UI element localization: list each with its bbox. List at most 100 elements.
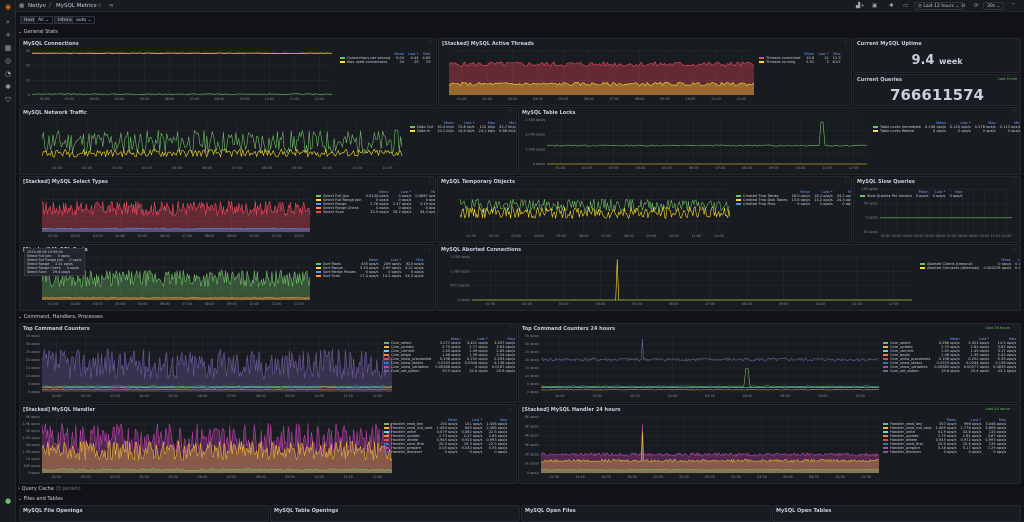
legend-row[interactable]: Handler_read_first 20.3 ops/s 19.3 ops/s 22… bbox=[382, 442, 509, 446]
legend-row[interactable]: Table Locks Immediate 0.146 ops/s 0.125 op… bbox=[871, 125, 1020, 129]
plot-area[interactable]: 01:00 02:00 03:00 04:00 05:00 06:00 07:00 08:00… bbox=[525, 118, 868, 172]
legend-column-header[interactable]: Mean bbox=[378, 190, 389, 194]
legend-row[interactable]: Handler_update 2.75 ops/s 2.81 ops/s 3.87 o… bbox=[881, 434, 1008, 438]
plot-area[interactable]: 01:00 02:00 03:00 04:00 05:00 06:00 07:00 08:00… bbox=[41, 256, 311, 308]
legend-row[interactable]: Handler_read_first 20.0 ops/s 20.4 ops/s 13… bbox=[881, 442, 1008, 446]
panel-active-threads[interactable]: [Stacked] MySQL Active Threads ⋮ 01:00 02:0… bbox=[438, 38, 852, 106]
legend-row[interactable]: Created Tmp Disk Tables 15.6 ops/s 13.2 op… bbox=[734, 198, 851, 202]
apps-grid-icon[interactable]: ▦ bbox=[19, 3, 25, 9]
panel-aborted-connections[interactable]: MySQL Aborted Connections ⋮ 01:00 02:00 03:0… bbox=[437, 244, 1021, 311]
legend-row[interactable]: Handler_write 0.079 ops/s 0.062 ops/s 22.5 … bbox=[382, 430, 509, 434]
legend-row[interactable]: Connections per second 0.04 4.44 4.65 bbox=[338, 56, 433, 60]
legend-column-header[interactable]: Max bbox=[998, 418, 1007, 422]
legend-row[interactable]: Sort Merge Passes 0 ops/s 0 ops/s 0 ops/s bbox=[314, 270, 426, 274]
panel-menu-icon[interactable]: ⋮ bbox=[1012, 325, 1017, 331]
panel-top-command-counters-24h[interactable]: Top Command Counters 24 hours ⋮ Last 24 ho… bbox=[518, 323, 1021, 403]
legend-row[interactable]: Aborted Clients (timeout)0 ops/s0 ops/s0… bbox=[918, 262, 1020, 266]
legend-row[interactable]: Handler_delete 0.945 ops/s 0.972 ops/s 0.99… bbox=[881, 438, 1008, 442]
legend-column-header[interactable]: Last * bbox=[477, 337, 488, 341]
panel-menu-icon[interactable]: ⋮ bbox=[508, 325, 513, 331]
shield-icon[interactable]: ⛉ bbox=[5, 96, 11, 104]
legend-column-header[interactable]: Max bbox=[416, 258, 424, 262]
legend-row[interactable]: Com_show_variables 0.00566 ops/s 0 ops/s 0.… bbox=[382, 365, 516, 369]
dashboard-title[interactable]: MySQL Metrics bbox=[56, 3, 97, 9]
plot-area[interactable]: 01:00 02:00 03:00 04:00 05:00 06:00 07:00 08:00… bbox=[450, 255, 912, 308]
panel-uptime[interactable]: Current MySQL Uptime 9.4 week bbox=[853, 38, 1021, 73]
panel-menu-icon[interactable]: ⋮ bbox=[427, 246, 432, 252]
legend-column-header[interactable]: Last * bbox=[960, 121, 971, 125]
legend-column-header[interactable]: Mean bbox=[946, 418, 957, 422]
time-range-picker[interactable]: ◷ Last 12 hours ⌄ bbox=[914, 2, 964, 10]
legend-row[interactable]: Aborted Connects (attempts) 0.000278 ops/… bbox=[918, 266, 1020, 270]
legend-row[interactable]: Handler_discover 0 ops/s 0 ops/s 0 ops/s bbox=[881, 450, 1008, 454]
graph-add-icon[interactable]: ▟+ bbox=[856, 3, 865, 9]
legend-row[interactable]: Com_begin 1.46 ops/s 1.39 ops/s 2.04 ops/s bbox=[382, 353, 516, 357]
legend-row[interactable]: Com_update 2.75 ops/s 2.81 ops/s 3.87 ops/s bbox=[881, 345, 1018, 349]
legend-row[interactable]: Select Range 2.76 ops/s 2.37 ops/s 3.19 ops… bbox=[314, 202, 435, 206]
row-files-tables[interactable]: ⌄ Files and Tables bbox=[18, 496, 63, 502]
legend-row[interactable]: Com_select 3.266 ops/s 3.323 ops/s 14.5 ops… bbox=[881, 341, 1018, 345]
app-logo-icon[interactable]: ◉ bbox=[4, 3, 12, 11]
legend-column-header[interactable]: Last * bbox=[400, 190, 412, 194]
row-query-cache[interactable]: › Query Cache (0 panels) bbox=[18, 486, 81, 492]
variable-host-select[interactable]: All ⌄ bbox=[34, 16, 53, 24]
bell-icon[interactable]: ◔ bbox=[4, 70, 12, 78]
legend-row[interactable]: Com_show_processlist 0.198 ops/s 0.252 ops… bbox=[382, 357, 516, 361]
panel-menu-icon[interactable]: ⋮ bbox=[843, 40, 848, 46]
legend-column-header[interactable]: Max bbox=[487, 121, 496, 125]
legend-column-header[interactable]: Max bbox=[423, 52, 431, 56]
legend-row[interactable]: Created Tmp Files 0 ops/s 0 ops/s 0 ops/s bbox=[734, 202, 851, 206]
legend-column-header[interactable]: Mean bbox=[444, 121, 454, 125]
legend-column-header[interactable]: Last * bbox=[408, 52, 419, 56]
legend-row[interactable]: Com_set_option 19.6 ops/s 20.4 ops/s 43.1 o… bbox=[881, 369, 1018, 373]
panel-select-types[interactable]: [Stacked] MySQL Select Types ⋮ 01:00 02:00 0… bbox=[19, 176, 436, 243]
panel-menu-icon[interactable]: ⋮ bbox=[843, 178, 848, 184]
legend-column-header[interactable]: Min bbox=[509, 121, 516, 125]
panel-menu-icon[interactable]: ⋮ bbox=[427, 178, 432, 184]
apps-icon[interactable]: ▦ bbox=[4, 44, 12, 52]
legend-column-header[interactable]: Mean bbox=[1001, 258, 1012, 262]
legend-row[interactable]: Max used connections 29 29 29 bbox=[338, 60, 433, 64]
legend-column-header[interactable]: Mean bbox=[918, 190, 929, 194]
plot-area[interactable]: 01:00 02:00 03:00 04:00 05:00 06:00 07:00 08:00… bbox=[41, 188, 311, 240]
row-general-stats[interactable]: ⌄ General Stats bbox=[18, 29, 58, 35]
legend-column-header[interactable]: Max bbox=[507, 337, 515, 341]
tv-mode-icon[interactable]: ▭ bbox=[903, 3, 909, 9]
legend-row[interactable]: Table Locks Waited 0 ops/s 0 ops/s 0 ops/s 0… bbox=[871, 129, 1020, 133]
save-icon[interactable]: ▣ bbox=[872, 3, 878, 9]
legend-column-header[interactable]: Last * bbox=[970, 418, 982, 422]
panel-menu-icon[interactable]: ⋮ bbox=[1012, 406, 1017, 412]
legend-row[interactable]: Data In 10.2 kb/s 14.4 kb/s 24.1 kb/s 9.86 k… bbox=[408, 129, 516, 133]
legend-column-header[interactable]: Max bbox=[954, 190, 963, 194]
row-command-handlers[interactable]: ⌄ Command, Handlers, Processes bbox=[18, 314, 103, 320]
legend-row[interactable]: Sort Scan 17.4 ops/s 14.2 ops/s 24.3 ops/s bbox=[314, 274, 426, 278]
legend-column-header[interactable]: Max bbox=[833, 52, 841, 56]
panel-file-openings[interactable]: MySQL File Openings bbox=[19, 505, 269, 522]
share-icon[interactable]: ⋖ bbox=[109, 3, 114, 9]
legend-column-header[interactable]: Mean bbox=[804, 52, 815, 56]
panel-open-tables[interactable]: MySQL Open Tables bbox=[772, 505, 1021, 522]
legend-row[interactable]: Com_update 2.75 ops/s 2.77 ops/s 3.63 ops/s bbox=[382, 345, 516, 349]
legend-row[interactable]: Handler_read_key 150 ops/s 151 ops/s 1.436 … bbox=[382, 422, 509, 426]
plot-area[interactable]: 20:00 22:00 00:00 02:00 04:00 06:00 08:00 10:00… bbox=[525, 334, 880, 400]
legend-column-header[interactable]: Mean bbox=[394, 52, 405, 56]
panel-handler[interactable]: [Stacked] MySQL Handler ⋮ 01:00 02:00 03:00 0… bbox=[19, 404, 517, 484]
breadcrumb-folder[interactable]: Netlyo bbox=[28, 3, 46, 9]
star-icon[interactable]: ☆ bbox=[97, 3, 102, 9]
legend-column-header[interactable]: Min bbox=[1014, 121, 1021, 125]
legend-row[interactable]: Handler_read_rnd_next 1.409 ops/s 1.778 op… bbox=[881, 426, 1008, 430]
legend-row[interactable]: Handler_discover 0 ops/s 0 ops/s 0 ops/s bbox=[382, 450, 509, 454]
plus-icon[interactable]: + bbox=[5, 31, 11, 39]
panel-open-files[interactable]: MySQL Open Files bbox=[521, 505, 771, 522]
zoom-out-icon[interactable]: ⊖ bbox=[961, 3, 966, 9]
legend-row[interactable]: Sort Rows 435 ops/s 209 ops/s 615 ops/s bbox=[314, 262, 426, 266]
legend-column-header[interactable]: Mean bbox=[800, 190, 811, 194]
refresh-interval-picker[interactable]: 30s ⌄ bbox=[983, 2, 1005, 10]
panel-slow-queries[interactable]: MySQL Slow Queries ⋮ 01:00 02:00 03:00 04:00 0… bbox=[853, 176, 1021, 243]
legend-row[interactable]: Handler_update 2.73 ops/s 2.27 ops/s 2.83 o… bbox=[382, 434, 509, 438]
compass-icon[interactable]: ◎ bbox=[4, 57, 12, 65]
legend-row[interactable]: Com_show_status 0.0333 ops/s 0.0344 ops/s 0… bbox=[382, 361, 516, 365]
legend-column-header[interactable]: Mean bbox=[447, 418, 458, 422]
legend-row[interactable]: Select Full Range Join 0 ops/s 0 ops/s 0 op… bbox=[314, 198, 435, 202]
legend-column-header[interactable]: Max bbox=[988, 121, 996, 125]
